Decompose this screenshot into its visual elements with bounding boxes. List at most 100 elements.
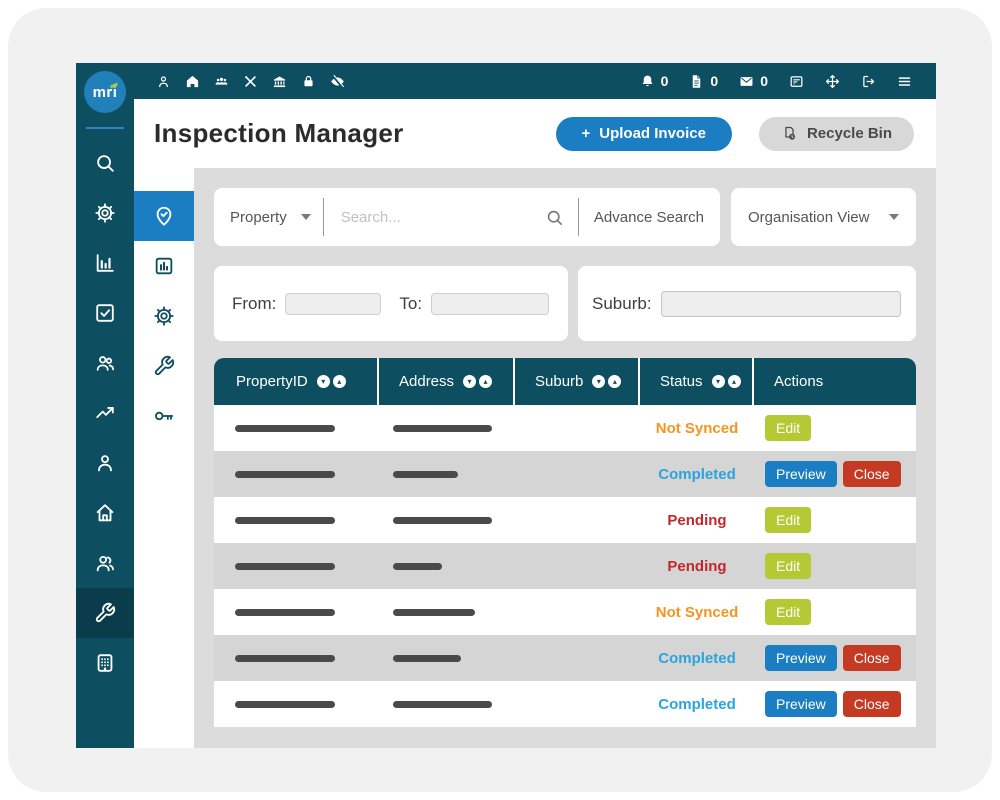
date-range-filter-card: From: To:	[214, 266, 568, 341]
sidebar-item-search[interactable]	[76, 138, 134, 188]
advance-search-link[interactable]: Advance Search	[593, 208, 704, 226]
search-input[interactable]	[338, 207, 541, 227]
close-button[interactable]: Close	[842, 461, 901, 487]
cell-propertyid	[214, 470, 379, 478]
preview-button[interactable]: Preview	[765, 461, 837, 487]
edit-button[interactable]: Edit	[765, 415, 812, 441]
subsidebar-item-chart-square[interactable]	[134, 241, 194, 291]
suburb-input[interactable]	[660, 290, 901, 317]
propertyid-placeholder-bar	[235, 516, 335, 524]
status-badge: Completed	[658, 695, 736, 713]
recycle-bin-button[interactable]: Recycle Bin	[758, 116, 914, 151]
sort-controls: ▾ ▴	[463, 375, 493, 388]
sidebar-nav	[76, 138, 134, 688]
cell-address	[379, 700, 515, 708]
sort-ascending-icon[interactable]: ▴	[479, 375, 493, 388]
user-icon[interactable]	[156, 74, 171, 89]
address-placeholder-bar	[393, 654, 461, 662]
tools-icon[interactable]	[243, 74, 258, 89]
search-icon	[94, 152, 116, 174]
search-category-label: Property	[230, 208, 287, 226]
status-badge: Pending	[667, 511, 727, 529]
inspections-table: PropertyID ▾ ▴ Address ▾ ▴ Suburb ▾ ▴ Status ▾ ▴ Act…	[214, 358, 916, 727]
propertyid-placeholder-bar	[235, 700, 335, 708]
to-input[interactable]	[431, 292, 550, 315]
bank-icon[interactable]	[272, 74, 287, 89]
menu-icon[interactable]	[897, 74, 912, 89]
cell-actions: Preview Close	[754, 645, 916, 671]
file-counter[interactable]: 0	[689, 73, 718, 89]
mri-logo[interactable]: mri	[84, 71, 126, 113]
cell-address	[379, 608, 515, 616]
edit-button[interactable]: Edit	[765, 599, 812, 625]
search-category-dropdown[interactable]: Property	[230, 209, 323, 226]
gear-icon	[94, 202, 116, 224]
search-icon[interactable]	[545, 208, 564, 227]
from-input[interactable]	[285, 292, 382, 315]
eye-off-icon[interactable]	[330, 74, 345, 89]
sidebar-item-bar-chart[interactable]	[76, 238, 134, 288]
search-bar-card: Property Advance Search	[214, 188, 720, 246]
subsidebar-item-gear[interactable]	[134, 291, 194, 341]
table-row: Not Synced Edit	[214, 405, 916, 451]
bell-counter[interactable]: 0	[640, 73, 668, 89]
cell-status: Completed	[640, 696, 754, 713]
preview-button[interactable]: Preview	[765, 645, 837, 671]
column-header-address[interactable]: Address ▾ ▴	[379, 358, 515, 405]
sidebar-item-wrench[interactable]	[76, 588, 134, 638]
close-button[interactable]: Close	[842, 645, 901, 671]
sidebar-item-building[interactable]	[76, 638, 134, 688]
sort-descending-icon[interactable]: ▾	[592, 375, 606, 388]
team-icon[interactable]	[214, 74, 229, 89]
lock-icon[interactable]	[301, 74, 316, 89]
edit-button[interactable]: Edit	[765, 553, 812, 579]
move-icon[interactable]	[825, 74, 840, 89]
people-icon	[94, 552, 116, 574]
counter-value: 0	[710, 73, 719, 89]
cell-propertyid	[214, 516, 379, 524]
divider	[577, 198, 579, 236]
sidebar-item-trend-up[interactable]	[76, 388, 134, 438]
column-header-status[interactable]: Status ▾ ▴	[640, 358, 754, 405]
column-header-suburb[interactable]: Suburb ▾ ▴	[515, 358, 640, 405]
preview-button[interactable]: Preview	[765, 691, 837, 717]
home-icon[interactable]	[185, 74, 200, 89]
topbar-right-icons: 0 0 0	[640, 73, 936, 89]
sidebar-item-home-outline[interactable]	[76, 488, 134, 538]
mail-counter[interactable]: 0	[739, 73, 768, 89]
status-badge: Completed	[658, 649, 736, 667]
table-row: Completed Preview Close	[214, 451, 916, 497]
sidebar-divider	[86, 127, 124, 129]
column-header-propertyid[interactable]: PropertyID ▾ ▴	[214, 358, 379, 405]
subsidebar-item-wrench[interactable]	[134, 341, 194, 391]
cell-actions: Preview Close	[754, 691, 916, 717]
from-label: From:	[232, 293, 277, 313]
upload-invoice-button[interactable]: + Upload Invoice	[555, 116, 732, 151]
topbar-left-icons	[134, 74, 345, 89]
sidebar-item-check-square[interactable]	[76, 288, 134, 338]
gear-icon	[153, 305, 175, 327]
subsidebar-item-key[interactable]	[134, 391, 194, 441]
chart-square-icon	[153, 255, 175, 277]
sidebar-item-gear[interactable]	[76, 188, 134, 238]
sidebar-item-users[interactable]	[76, 338, 134, 388]
sidebar-item-person[interactable]	[76, 438, 134, 488]
sort-descending-icon[interactable]: ▾	[711, 375, 725, 388]
sort-descending-icon[interactable]: ▾	[463, 375, 477, 388]
sort-controls: ▾ ▴	[592, 375, 622, 388]
id-card-icon[interactable]	[789, 74, 804, 89]
mail-icon	[739, 74, 754, 89]
sort-descending-icon[interactable]: ▾	[316, 375, 330, 388]
organisation-view-dropdown[interactable]: Organisation View	[731, 188, 916, 246]
cell-address	[379, 516, 515, 524]
subsidebar-item-pin-check[interactable]	[134, 191, 194, 241]
sort-ascending-icon[interactable]: ▴	[332, 375, 346, 388]
sort-ascending-icon[interactable]: ▴	[727, 375, 741, 388]
secondary-sidebar	[134, 168, 194, 748]
sidebar-item-people[interactable]	[76, 538, 134, 588]
sort-ascending-icon[interactable]: ▴	[608, 375, 622, 388]
logout-icon[interactable]	[861, 74, 876, 89]
table-header-row: PropertyID ▾ ▴ Address ▾ ▴ Suburb ▾ ▴ Status ▾ ▴ Act…	[214, 358, 916, 405]
close-button[interactable]: Close	[842, 691, 901, 717]
edit-button[interactable]: Edit	[765, 507, 812, 533]
